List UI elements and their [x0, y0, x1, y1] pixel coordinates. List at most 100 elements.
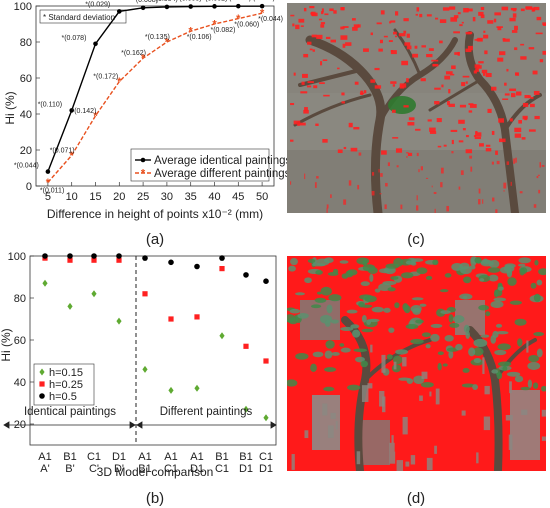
background-patch — [426, 457, 433, 471]
foliage-patch — [310, 304, 322, 309]
detected-point — [528, 95, 532, 99]
background-patch — [402, 416, 408, 435]
detected-point — [303, 109, 309, 114]
foliage-patch — [355, 356, 365, 363]
detected-point — [320, 24, 325, 28]
detected-point — [475, 132, 482, 137]
foliage-patch — [497, 286, 504, 291]
background-patch — [382, 396, 386, 413]
detected-point — [415, 128, 421, 131]
foliage-patch — [297, 312, 309, 319]
detected-point — [337, 149, 343, 154]
foliage-patch — [465, 331, 470, 339]
detected-point — [342, 43, 346, 48]
foliage-patch — [444, 335, 454, 342]
detected-point — [290, 103, 295, 106]
detected-point — [370, 79, 376, 83]
foliage-patch — [520, 267, 528, 274]
detected-point — [320, 22, 326, 25]
background-patch — [322, 403, 328, 416]
detected-point — [485, 144, 491, 147]
foliage-patch — [497, 343, 511, 351]
detected-point — [453, 15, 459, 19]
detected-point — [436, 118, 442, 123]
chart-b-xtick-label: A1 — [190, 451, 203, 463]
detected-point — [465, 48, 472, 53]
detected-point — [514, 127, 522, 133]
detected-point — [475, 130, 478, 134]
detected-point — [351, 18, 356, 21]
photo-d-different-painting — [287, 256, 546, 471]
detected-point — [406, 33, 410, 38]
detected-point — [371, 172, 375, 176]
background-patch — [335, 421, 338, 430]
detected-point — [406, 45, 412, 50]
detected-point — [462, 75, 470, 78]
detected-point — [329, 8, 334, 12]
detected-point — [512, 8, 517, 12]
foliage-patch — [323, 257, 334, 264]
background-patch — [421, 371, 428, 379]
detected-point — [478, 11, 484, 16]
data-point — [116, 257, 122, 263]
foliage-patch — [287, 379, 298, 387]
detected-point — [301, 81, 305, 85]
foliage-patch — [506, 371, 521, 377]
detected-point — [497, 26, 502, 31]
foliage-patch — [514, 318, 527, 326]
chart-a-xtick-label: 20 — [113, 191, 125, 203]
detected-point — [487, 20, 494, 24]
detected-point — [323, 94, 330, 97]
detected-point — [320, 61, 323, 66]
background-patch — [541, 409, 546, 417]
detected-point — [431, 59, 439, 62]
legend-marker — [140, 157, 146, 163]
detected-point — [451, 139, 454, 145]
detected-point — [414, 45, 418, 49]
detected-point — [473, 70, 477, 74]
foliage-patch — [340, 347, 351, 353]
detected-point — [491, 161, 494, 165]
data-point — [45, 169, 51, 174]
detected-point — [393, 31, 397, 35]
data-point — [91, 253, 97, 259]
detected-point — [469, 104, 477, 108]
foliage-patch — [430, 323, 443, 328]
foliage-patch — [382, 280, 397, 286]
foliage-patch — [520, 386, 531, 391]
chart-a-xtick-label: 45 — [232, 191, 244, 203]
detected-point — [440, 182, 443, 188]
foliage-patch — [362, 264, 376, 272]
detected-point — [520, 8, 525, 12]
background-patch — [435, 388, 440, 405]
chart-a-xtick-label: 35 — [185, 191, 197, 203]
detected-point — [318, 18, 323, 21]
foliage-patch — [448, 350, 454, 359]
chart-b-xtick-label: A' — [40, 463, 49, 475]
data-point — [263, 358, 269, 364]
foliage-patch — [494, 349, 507, 356]
detected-point — [341, 92, 345, 96]
data-point: * — [93, 110, 98, 122]
detected-point — [358, 152, 362, 156]
detected-point — [313, 85, 318, 89]
data-point — [142, 291, 148, 297]
chart-b-xtick-label: C1 — [259, 451, 273, 463]
chart-b-ytick-label: 40 — [14, 377, 26, 389]
detected-point — [493, 18, 497, 23]
foliage-patch — [459, 262, 470, 270]
data-point — [194, 384, 200, 392]
legend-label: h=0.15 — [49, 367, 83, 379]
data-point — [219, 266, 225, 272]
background-patch — [509, 381, 512, 394]
data-point — [116, 253, 122, 259]
background-patch — [389, 442, 395, 452]
detected-point — [454, 52, 459, 55]
detected-point — [513, 158, 516, 164]
foliage-patch — [462, 295, 468, 299]
foliage-patch — [295, 292, 305, 296]
detected-point — [304, 173, 306, 180]
detected-point — [484, 50, 488, 55]
foliage-patch — [383, 307, 391, 313]
background-patch — [396, 460, 404, 471]
